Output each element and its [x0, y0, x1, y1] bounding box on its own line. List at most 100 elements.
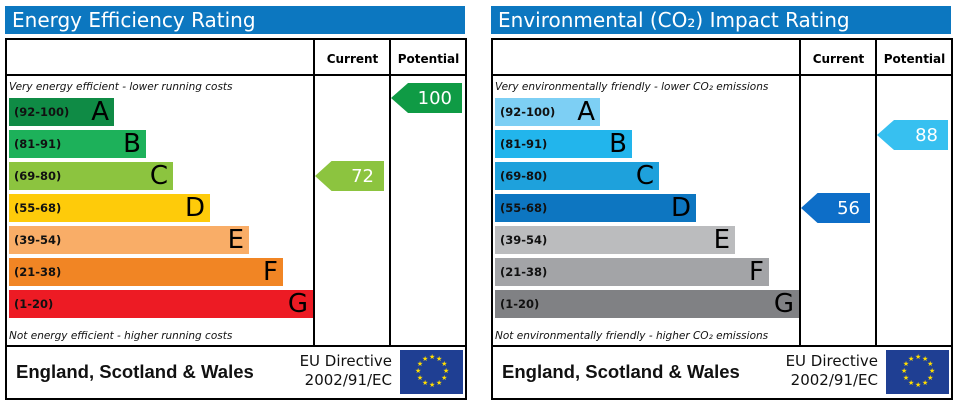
band-a: (92-100) A — [9, 97, 114, 127]
band-c: (69-80) C — [9, 161, 173, 191]
directive-line-1: EU Directive — [785, 352, 878, 370]
star-icon: ★ — [436, 354, 443, 363]
band-letter: B — [123, 129, 141, 159]
band-letter: A — [577, 97, 595, 127]
column-divider — [313, 40, 315, 345]
band-range: (1-20) — [500, 297, 540, 311]
band-letter: G — [287, 289, 308, 319]
potential-rating-arrow: 88 — [877, 120, 948, 150]
star-icon: ★ — [416, 360, 424, 368]
star-icon: ★ — [929, 367, 936, 375]
star-icon: ★ — [902, 374, 910, 382]
band-letter: F — [263, 257, 278, 287]
band-letter: E — [713, 225, 730, 255]
top-note: Very environmentally friendly - lower CO… — [495, 81, 769, 93]
panel-title: Energy Efficiency Rating — [5, 6, 465, 34]
current-rating-arrow: 56 — [801, 193, 870, 223]
eu-flag-icon: ★ ★ ★ ★ ★ ★ ★ ★ ★ ★ ★ ★ — [886, 350, 949, 394]
column-divider — [799, 40, 801, 345]
band-letter: C — [635, 161, 654, 191]
band-g: (1-20) G — [495, 289, 799, 319]
band-range: (1-20) — [14, 297, 54, 311]
header-row: Current Potential — [7, 40, 465, 76]
band-e: (39-54) E — [495, 225, 735, 255]
potential-column-header: Potential — [883, 52, 946, 66]
potential-column-header: Potential — [397, 52, 460, 66]
band-letter: F — [749, 257, 764, 287]
star-icon: ★ — [429, 353, 436, 361]
band-letter: D — [184, 193, 205, 223]
star-icon: ★ — [901, 367, 908, 375]
star-icon: ★ — [922, 354, 929, 363]
footer: England, Scotland & Wales EU Directive 2… — [7, 345, 465, 398]
star-icon: ★ — [908, 354, 915, 363]
star-icon: ★ — [416, 374, 424, 382]
band-range: (55-68) — [500, 201, 548, 215]
band-range: (55-68) — [14, 201, 62, 215]
directive-line-2: 2002/91/EC — [790, 371, 878, 389]
star-icon: ★ — [443, 367, 450, 375]
star-icon: ★ — [915, 381, 922, 389]
current-rating-arrow: 72 — [315, 161, 384, 191]
directive-label: EU Directive 2002/91/EC — [786, 352, 878, 390]
top-note: Very energy efficient - lower running co… — [9, 81, 233, 93]
band-b: (81-91) B — [495, 129, 632, 159]
current-column-header: Current — [812, 52, 865, 66]
star-icon: ★ — [429, 381, 436, 389]
band-d: (55-68) D — [9, 193, 210, 223]
star-icon: ★ — [902, 360, 910, 368]
star-icon: ★ — [927, 360, 934, 368]
band-range: (69-80) — [500, 169, 548, 183]
band-range: (21-38) — [14, 265, 62, 279]
star-icon: ★ — [915, 353, 922, 361]
region-label: England, Scotland & Wales — [502, 361, 740, 382]
directive-label: EU Directive 2002/91/EC — [300, 352, 392, 390]
energy-efficiency-panel: Energy Efficiency Rating Current Potenti… — [5, 0, 467, 404]
star-icon: ★ — [436, 379, 443, 388]
band-range: (39-54) — [500, 233, 548, 247]
band-range: (69-80) — [14, 169, 62, 183]
band-range: (92-100) — [500, 105, 556, 119]
band-g: (1-20) G — [9, 289, 313, 319]
band-letter: D — [670, 193, 691, 223]
star-icon: ★ — [422, 379, 429, 388]
star-icon: ★ — [422, 354, 429, 363]
band-d: (55-68) D — [495, 193, 696, 223]
star-icon: ★ — [415, 367, 422, 375]
current-column-header: Current — [326, 52, 379, 66]
star-icon: ★ — [908, 379, 915, 388]
column-divider — [389, 40, 391, 345]
header-row: Current Potential — [493, 40, 951, 76]
directive-line-2: 2002/91/EC — [304, 371, 392, 389]
bottom-note: Not energy efficient - higher running co… — [9, 330, 233, 342]
band-letter: G — [773, 289, 794, 319]
band-range: (81-91) — [14, 137, 62, 151]
rating-table: Current Potential Very environmentally f… — [491, 38, 953, 400]
directive-line-1: EU Directive — [299, 352, 392, 370]
band-range: (92-100) — [14, 105, 70, 119]
band-letter: E — [227, 225, 244, 255]
star-icon: ★ — [927, 374, 934, 382]
column-divider — [875, 40, 877, 345]
band-f: (21-38) F — [9, 257, 283, 287]
band-b: (81-91) B — [9, 129, 146, 159]
star-icon: ★ — [441, 360, 448, 368]
band-a: (92-100) A — [495, 97, 600, 127]
region-label: England, Scotland & Wales — [16, 361, 254, 382]
environmental-impact-panel: Environmental (CO₂) Impact Rating Curren… — [491, 0, 953, 404]
band-letter: C — [149, 161, 168, 191]
bottom-note: Not environmentally friendly - higher CO… — [495, 330, 769, 342]
footer: England, Scotland & Wales EU Directive 2… — [493, 345, 951, 398]
band-letter: A — [91, 97, 109, 127]
band-f: (21-38) F — [495, 257, 769, 287]
band-range: (81-91) — [500, 137, 548, 151]
eu-flag-icon: ★ ★ ★ ★ ★ ★ ★ ★ ★ ★ ★ ★ — [400, 350, 463, 394]
band-range: (39-54) — [14, 233, 62, 247]
star-icon: ★ — [922, 379, 929, 388]
potential-rating-arrow: 100 — [391, 83, 462, 113]
band-c: (69-80) C — [495, 161, 659, 191]
band-e: (39-54) E — [9, 225, 249, 255]
panel-title: Environmental (CO₂) Impact Rating — [491, 6, 951, 34]
rating-table: Current Potential Very energy efficient … — [5, 38, 467, 400]
band-range: (21-38) — [500, 265, 548, 279]
